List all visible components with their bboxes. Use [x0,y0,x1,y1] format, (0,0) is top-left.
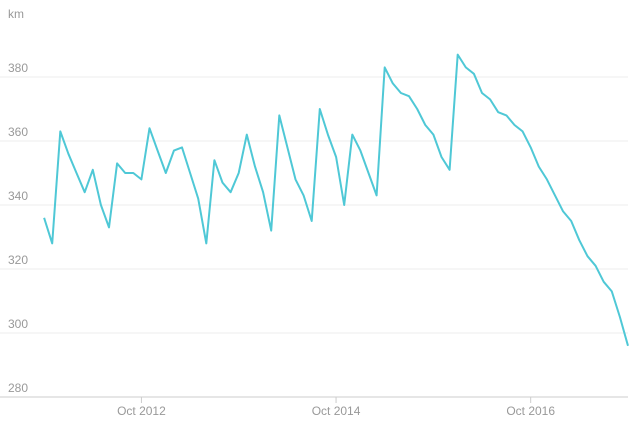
y-tick-label: 340 [8,189,28,203]
x-tick-label: Oct 2016 [506,404,555,418]
x-tick-label: Oct 2014 [312,404,361,418]
x-tick-label: Oct 2012 [117,404,166,418]
y-tick-label: 280 [8,381,28,395]
y-tick-label: 320 [8,253,28,267]
y-axis-label: km [8,7,24,21]
y-tick-label: 300 [8,317,28,331]
y-tick-label: 380 [8,61,28,75]
y-tick-label: 360 [8,125,28,139]
data-line [43,53,629,347]
